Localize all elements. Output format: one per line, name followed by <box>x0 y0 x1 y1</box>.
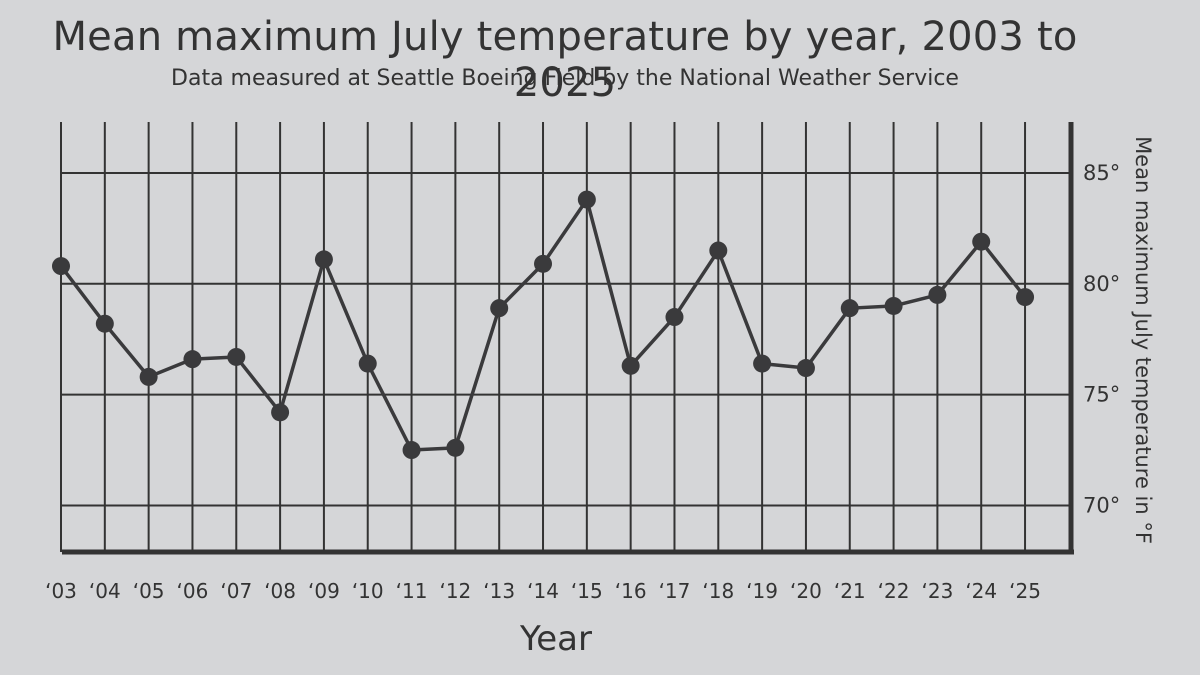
data-point-2025 <box>1016 288 1035 307</box>
data-point-2014 <box>534 254 553 273</box>
data-point-2019 <box>753 354 772 373</box>
y-tick-label-70: 70° <box>1083 493 1120 517</box>
x-tick-label-2021: ‘21 <box>834 579 866 603</box>
x-tick-label-2006: ‘06 <box>177 579 209 603</box>
x-tick-label-2025: ‘25 <box>1009 579 1041 603</box>
data-point-2017 <box>665 308 684 327</box>
data-point-2013 <box>490 299 509 318</box>
x-tick-label-2004: ‘04 <box>89 579 121 603</box>
data-point-2004 <box>95 314 114 333</box>
data-point-2007 <box>227 347 246 366</box>
data-point-2023 <box>928 285 947 304</box>
x-tick-label-2020: ‘20 <box>790 579 822 603</box>
x-tick-label-2017: ‘17 <box>659 579 691 603</box>
data-point-2011 <box>402 441 421 460</box>
data-point-2005 <box>139 367 158 386</box>
x-tick-label-2024: ‘24 <box>965 579 997 603</box>
tick-labels: ‘03 ‘04 ‘05 ‘06 ‘07 ‘08 ‘09 ‘10 ‘11 ‘12 ‘13 ‘14 ‘15 ‘… <box>45 161 1120 603</box>
x-tick-label-2014: ‘14 <box>527 579 559 603</box>
x-tick-label-2007: ‘07 <box>220 579 252 603</box>
axes <box>62 122 1074 555</box>
x-tick-label-2009: ‘09 <box>308 579 340 603</box>
y-tick-label-75: 75° <box>1083 383 1120 407</box>
x-tick-label-2015: ‘15 <box>571 579 603 603</box>
x-tick-label-2019: ‘19 <box>746 579 778 603</box>
data-point-2008 <box>271 403 290 422</box>
y-axis-label: Mean maximum July temperature in °F <box>1131 136 1155 544</box>
x-tick-label-2018: ‘18 <box>702 579 734 603</box>
x-tick-label-2022: ‘22 <box>878 579 910 603</box>
x-axis-label: Year <box>519 619 592 659</box>
data-point-2022 <box>884 296 903 315</box>
data-point-2018 <box>709 241 728 260</box>
data-point-2003 <box>52 257 70 276</box>
y-tick-label-85: 85° <box>1083 161 1120 185</box>
data-point-2024 <box>972 232 991 251</box>
data-point-2010 <box>358 354 377 373</box>
data-point-2020 <box>796 359 815 378</box>
x-tick-label-2011: ‘11 <box>396 579 428 603</box>
x-tick-label-2012: ‘12 <box>439 579 471 603</box>
chart-title: Mean maximum July temperature by year, 2… <box>52 14 1078 106</box>
data-point-2006 <box>183 350 202 369</box>
series-line <box>52 190 1035 460</box>
x-tick-label-2008: ‘08 <box>264 579 296 603</box>
x-tick-label-2005: ‘05 <box>133 579 165 603</box>
grid <box>60 122 1071 552</box>
data-point-2012 <box>446 438 465 457</box>
data-point-2009 <box>314 250 333 269</box>
x-tick-label-2023: ‘23 <box>921 579 953 603</box>
x-tick-label-2010: ‘10 <box>352 579 384 603</box>
y-tick-label-80: 80° <box>1083 272 1120 296</box>
x-tick-label-2013: ‘13 <box>483 579 515 603</box>
data-point-2015 <box>577 190 596 209</box>
data-point-2021 <box>840 299 859 318</box>
x-tick-label-2003: ‘03 <box>45 579 77 603</box>
data-point-2016 <box>621 356 640 375</box>
chart-subtitle: Data measured at Seattle Boeing Field by… <box>171 66 959 91</box>
x-tick-label-2016: ‘16 <box>615 579 647 603</box>
